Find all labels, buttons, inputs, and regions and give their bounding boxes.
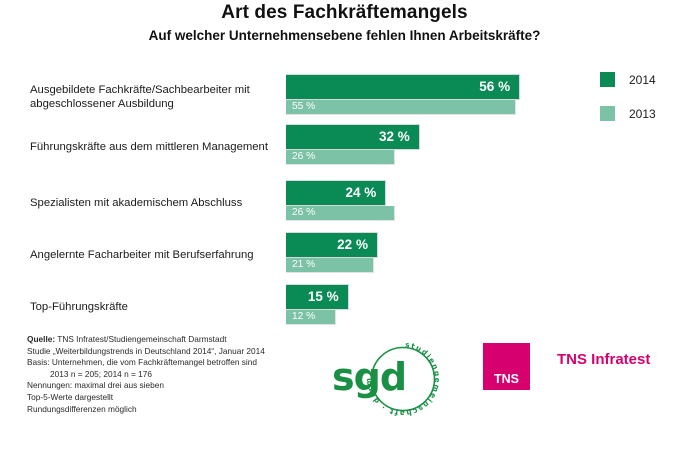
legend-swatch-2014 — [600, 72, 615, 87]
bar-value-2014: 15 % — [307, 289, 339, 304]
bar-value-2014: 22 % — [337, 237, 368, 252]
bar-2013: 21 % — [286, 258, 374, 273]
bar-value-2013: 55 % — [292, 101, 316, 112]
bar-2014: 56 % — [286, 74, 521, 100]
page-subtitle: Auf welcher Unternehmensebene fehlen Ihn… — [148, 28, 541, 43]
sgd-logo: sgd studiengemeinschaft · darmstadt — [330, 332, 450, 424]
chart-row: Führungskräfte aus dem mittleren Managem… — [0, 124, 689, 168]
tns-infratest-wordmark: TNS Infratest — [557, 351, 651, 368]
footnote-source-label: Quelle: — [27, 334, 56, 344]
tns-logo-box-text: TNS — [494, 372, 519, 386]
source-footnote: Quelle: TNS Infratest/Studiengemeinschaf… — [27, 334, 327, 415]
chart-row: Ausgebildete Fachkräfte/Sachbearbeiter m… — [0, 74, 689, 118]
bar-2014: 32 % — [286, 124, 420, 150]
bar-value-2013: 21 % — [292, 259, 316, 270]
bar-2013: 12 % — [286, 310, 337, 325]
bar-2013: 26 % — [286, 150, 395, 165]
category-label: Führungskräfte aus dem mittleren Managem… — [30, 141, 268, 153]
bar-2014: 22 % — [286, 232, 378, 258]
footnote-line-4: 2013 n = 205; 2014 n = 176 — [27, 368, 153, 379]
page-title: Art des Fachkräftemangels — [221, 2, 468, 23]
footnote-line-1: Quelle: TNS Infratest/Studiengemeinschaf… — [27, 334, 327, 346]
category-label: Top-Führungskräfte — [30, 301, 128, 313]
category-label: Angelernte Facharbeiter mit Berufserfahr… — [30, 249, 254, 261]
bar-2013: 55 % — [286, 100, 516, 115]
footnote-source-value: TNS Infratest/Studiengemeinschaft Darmst… — [55, 334, 227, 344]
bar-value-2014: 56 % — [479, 79, 511, 94]
category-label: Ausgebildete Fachkräfte/Sachbearbeiter m… — [30, 84, 250, 110]
bar-value-2013: 26 % — [292, 207, 316, 218]
legend-swatch-2013 — [600, 106, 615, 121]
footnote-line-6: Top-5-Werte dargestellt — [27, 391, 114, 402]
footnote-line-7: Rundungsdifferenzen möglich — [27, 403, 137, 414]
footnote-line-2: Studie „Weiterbildungstrends in Deutschl… — [27, 345, 265, 356]
bar-value-2013: 12 % — [292, 311, 316, 322]
bar-2014: 15 % — [286, 284, 349, 310]
bar-value-2014: 24 % — [345, 185, 377, 200]
chart-row: Top-Führungskräfte 12 % 15 % — [0, 284, 689, 328]
sgd-wordmark: sgd — [332, 355, 407, 399]
sgd-ring-text: studiengemeinschaft · darmstadt — [362, 338, 444, 420]
bar-value-2014: 32 % — [378, 129, 410, 144]
category-label: Spezialisten mit akademischem Abschluss — [30, 197, 243, 209]
bar-value-2013: 26 % — [292, 151, 316, 162]
bar-2013: 26 % — [286, 206, 395, 221]
svg-text:studiengemeinschaft · darmstad: studiengemeinschaft · darmstadt — [362, 338, 442, 418]
legend-label-2013: 2013 — [629, 106, 656, 121]
tns-logo-box: TNS — [483, 343, 530, 390]
bar-chart-plot: Ausgebildete Fachkräfte/Sachbearbeiter m… — [0, 62, 689, 325]
footnote-line-3: Basis: Unternehmen, die vom Fachkräftema… — [27, 357, 257, 368]
bar-2014: 24 % — [286, 180, 387, 206]
legend-label-2014: 2014 — [629, 72, 656, 87]
footnote-line-5: Nennungen: maximal drei aus sieben — [27, 380, 164, 391]
chart-row: Angelernte Facharbeiter mit Berufserfahr… — [0, 232, 689, 276]
legend-item-2013: 2013 — [600, 106, 656, 121]
legend-item-2014: 2014 — [600, 72, 656, 87]
chart-row: Spezialisten mit akademischem Abschluss 2… — [0, 180, 689, 224]
